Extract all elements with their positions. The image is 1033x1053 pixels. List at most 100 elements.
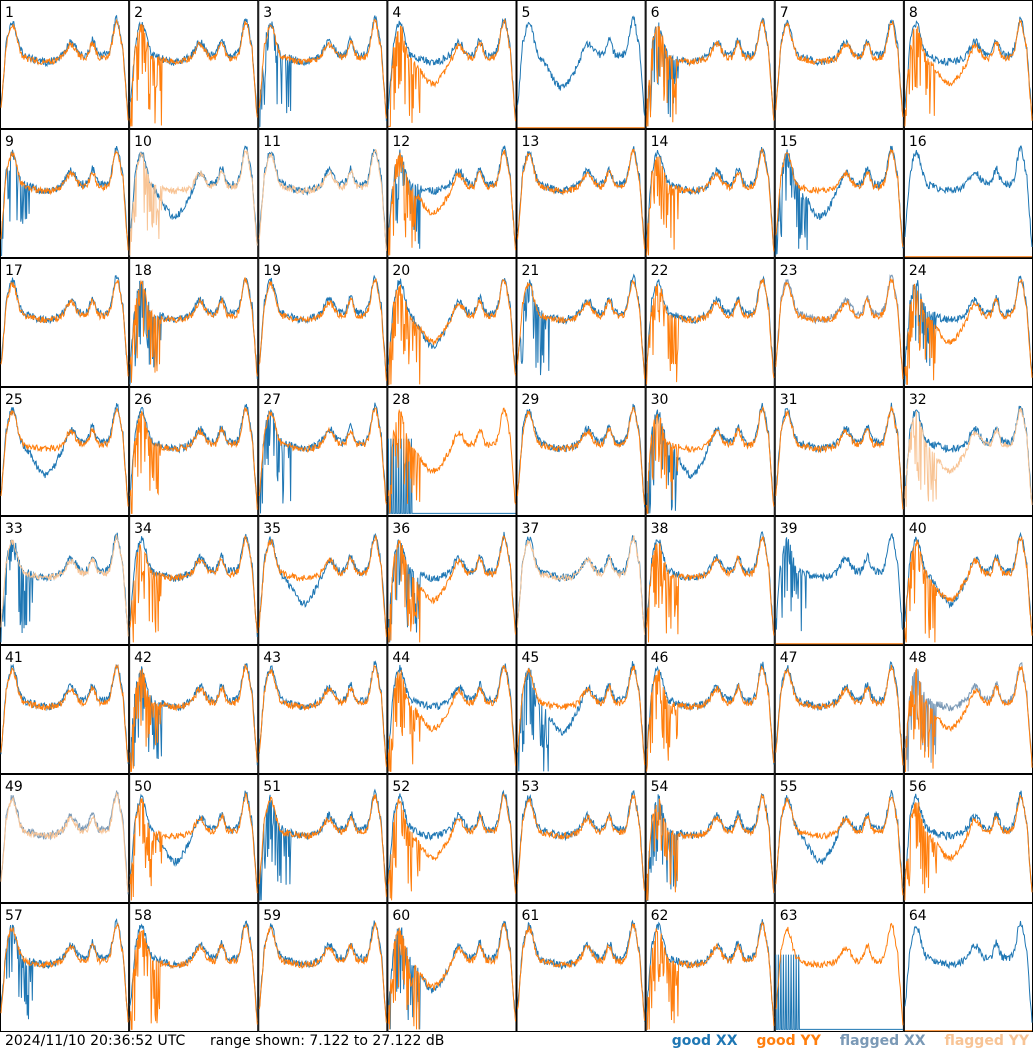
tile-frame	[258, 387, 388, 516]
legend-good-xx: good XX	[671, 1033, 738, 1049]
series-xx-tile-54	[646, 792, 775, 901]
tile-label-10: 10	[134, 134, 152, 150]
tile-frame	[903, 903, 1033, 1032]
tile-panel-25: 25	[0, 387, 130, 516]
tile-frame	[516, 129, 646, 258]
tile-label-32: 32	[909, 392, 927, 408]
tile-label-46: 46	[651, 650, 669, 666]
tile-panel-41: 41	[0, 645, 130, 774]
series-yy-tile-20	[388, 278, 516, 385]
series-yy-tile-48	[904, 666, 1033, 772]
series-yy-tile-23	[775, 278, 904, 380]
tile-frame	[258, 516, 388, 645]
tile-panel-15: 15	[774, 129, 904, 258]
series-yy-tile-6	[646, 19, 775, 127]
series-xx-tile-51	[258, 788, 387, 901]
tile-label-28: 28	[392, 392, 410, 408]
series-yy-tile-61	[517, 923, 646, 1021]
tile-panel-2: 2	[129, 0, 259, 129]
tile-panel-50: 50	[129, 774, 259, 903]
tile-frame	[516, 774, 646, 903]
tile-label-7: 7	[780, 5, 789, 21]
series-yy-tile-10	[129, 149, 258, 256]
tile-panel-45: 45	[516, 645, 646, 774]
series-yy-tile-14	[646, 148, 775, 256]
tile-label-57: 57	[5, 908, 23, 924]
tile-label-31: 31	[780, 392, 798, 408]
tile-frame	[0, 774, 130, 903]
tile-panel-14: 14	[645, 129, 775, 258]
series-yy-tile-7	[775, 20, 904, 117]
series-xx-tile-28	[387, 438, 516, 514]
tile-panel-59: 59	[258, 903, 388, 1032]
tile-label-12: 12	[392, 134, 410, 150]
tile-frame	[0, 0, 130, 129]
series-yy-tile-19	[258, 278, 387, 381]
series-yy-tile-12	[387, 149, 516, 256]
series-yy-tile-32	[904, 407, 1033, 507]
tile-label-61: 61	[522, 908, 540, 924]
tile-panel-61: 61	[516, 903, 646, 1032]
tile-panel-11: 11	[258, 129, 388, 258]
tile-label-6: 6	[651, 5, 660, 21]
tile-label-3: 3	[263, 5, 272, 21]
tile-label-36: 36	[392, 521, 410, 537]
tile-label-63: 63	[780, 908, 798, 924]
tile-label-21: 21	[522, 263, 540, 279]
tile-panel-18: 18	[129, 258, 259, 387]
series-yy-tile-3	[258, 18, 387, 119]
tile-panel-6: 6	[645, 0, 775, 129]
tile-label-30: 30	[651, 392, 669, 408]
tile-label-58: 58	[134, 908, 152, 924]
tile-frame	[387, 645, 517, 774]
series-yy-tile-59	[258, 922, 387, 1023]
series-xx-tile-21	[517, 273, 646, 377]
tile-label-48: 48	[909, 650, 927, 666]
tile-frame	[129, 387, 259, 516]
tile-panel-58: 58	[129, 903, 259, 1032]
tile-panel-33: 33	[0, 516, 130, 645]
series-yy-tile-33	[0, 534, 129, 637]
tile-panel-12: 12	[387, 129, 517, 258]
series-yy-tile-50	[129, 792, 258, 901]
series-yy-tile-24	[904, 279, 1033, 385]
tile-label-29: 29	[522, 392, 540, 408]
tile-panel-1: 1	[0, 0, 130, 129]
tile-panel-48: 48	[903, 645, 1033, 774]
tile-panel-3: 3	[258, 0, 388, 129]
series-yy-tile-29	[517, 406, 646, 505]
series-yy-tile-57	[0, 922, 129, 1023]
series-yy-tile-43	[258, 664, 387, 767]
tile-label-54: 54	[651, 779, 669, 795]
tile-panel-27: 27	[258, 387, 388, 516]
series-yy-tile-41	[0, 663, 129, 763]
tile-label-18: 18	[134, 263, 152, 279]
series-xx-tile-5	[517, 15, 646, 116]
series-yy-tile-51	[258, 794, 387, 897]
series-xx-tile-64	[904, 920, 1033, 1023]
tile-panel-24: 24	[903, 258, 1033, 387]
tile-frame	[774, 0, 904, 129]
tile-label-37: 37	[522, 521, 540, 537]
tile-panel-26: 26	[129, 387, 259, 516]
tile-frame	[903, 0, 1033, 129]
tile-panel-31: 31	[774, 387, 904, 516]
series-yy-tile-1	[0, 18, 129, 121]
tile-frame	[258, 129, 388, 258]
tile-frame	[258, 0, 388, 129]
tile-label-8: 8	[909, 5, 918, 21]
series-yy-tile-42	[129, 663, 258, 772]
tile-panel-57: 57	[0, 903, 130, 1032]
tile-frame	[258, 903, 388, 1032]
tile-panel-39: 39	[774, 516, 904, 645]
tile-panel-5: 5	[516, 0, 646, 129]
tile-panel-38: 38	[645, 516, 775, 645]
series-yy-tile-62	[646, 921, 775, 1030]
series-yy-tile-44	[387, 665, 516, 772]
series-yy-tile-60	[387, 922, 516, 1030]
tile-frame	[774, 258, 904, 387]
tile-label-34: 34	[134, 521, 152, 537]
tile-frame	[0, 387, 130, 516]
tile-panel-55: 55	[774, 774, 904, 903]
tile-label-5: 5	[522, 5, 531, 21]
